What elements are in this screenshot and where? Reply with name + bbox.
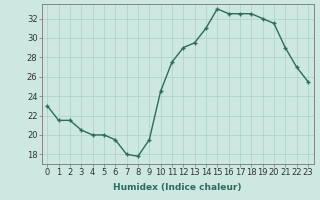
- X-axis label: Humidex (Indice chaleur): Humidex (Indice chaleur): [113, 183, 242, 192]
